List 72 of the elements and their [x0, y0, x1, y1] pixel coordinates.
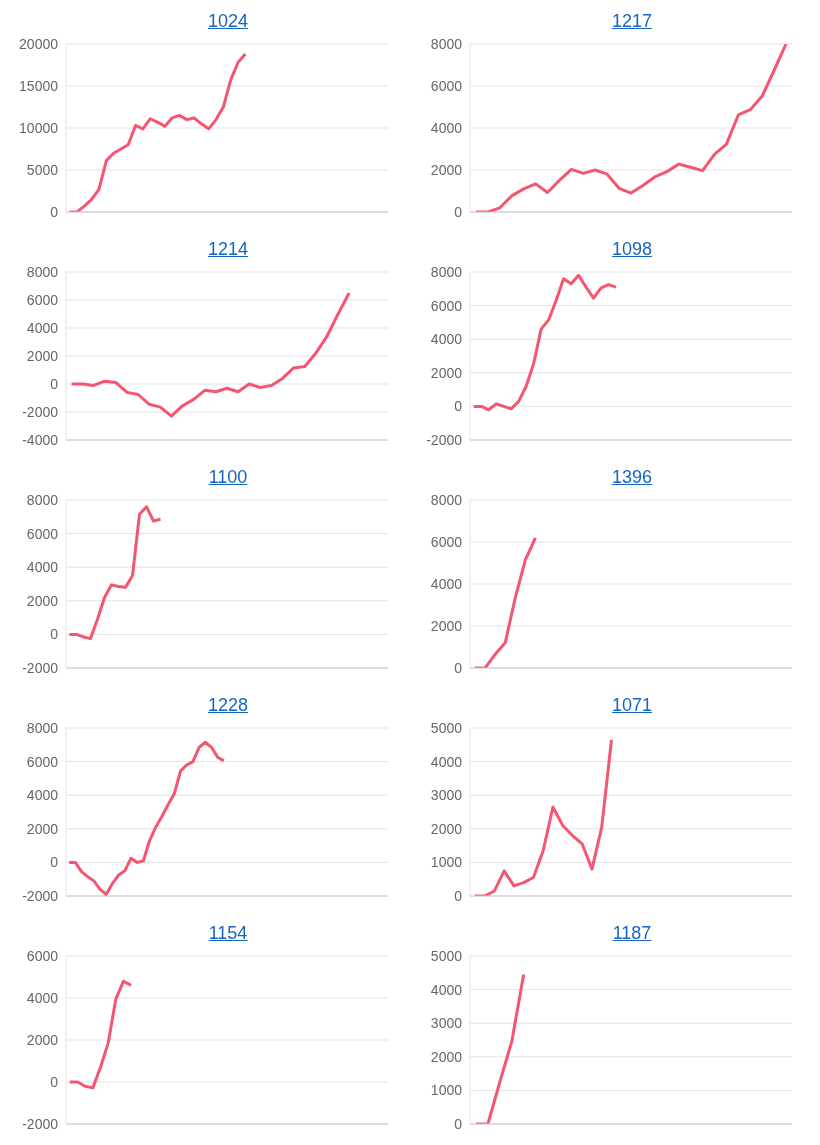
- y-tick-label: 6000: [430, 77, 463, 94]
- chart-title: 1154: [207, 922, 249, 945]
- chart-title: 1396: [610, 466, 653, 489]
- y-tick-label: 2000: [430, 820, 463, 837]
- y-tick-label: 0: [454, 1115, 463, 1132]
- line-series: [472, 273, 618, 412]
- y-tick-label: -2000: [22, 403, 59, 420]
- y-tick-label: 4000: [26, 559, 59, 576]
- y-tick-label: 2000: [26, 820, 59, 837]
- y-tick-label: -2000: [22, 887, 59, 904]
- chart-title: 1228: [206, 694, 249, 717]
- y-tick-label: 8000: [26, 491, 59, 508]
- y-tick-label: 8000: [26, 263, 59, 280]
- y-tick-label: 20000: [19, 35, 59, 52]
- y-tick-label: 6000: [26, 947, 59, 964]
- chart-title: 1024: [206, 10, 249, 33]
- y-tick-label: 0: [50, 854, 59, 871]
- y-tick-label: 2000: [430, 1048, 463, 1065]
- y-tick-label: 6000: [430, 533, 463, 550]
- y-tick-label: -4000: [22, 431, 59, 448]
- y-tick-label: 5000: [430, 947, 463, 964]
- y-tick-label: 5000: [26, 161, 59, 178]
- y-tick-label: 4000: [430, 753, 463, 770]
- y-tick-label: 0: [454, 203, 463, 220]
- line-series: [70, 291, 351, 418]
- y-tick-label: 2000: [430, 364, 463, 381]
- line-series: [68, 979, 133, 1090]
- y-tick-label: 8000: [26, 719, 59, 736]
- y-tick-label: 2000: [430, 617, 463, 634]
- y-tick-label: 10000: [19, 119, 59, 136]
- y-tick-label: 0: [50, 626, 59, 643]
- y-tick-label: 3000: [430, 787, 463, 804]
- y-tick-label: 4000: [430, 575, 463, 592]
- y-tick-label: 4000: [26, 989, 59, 1006]
- y-tick-label: 1000: [430, 854, 463, 871]
- y-tick-label: 4000: [430, 981, 463, 998]
- y-tick-label: 3000: [430, 1015, 463, 1032]
- y-tick-label: 4000: [26, 319, 59, 336]
- y-tick-label: -2000: [22, 1115, 59, 1132]
- y-tick-label: 4000: [430, 331, 463, 348]
- line-series: [68, 505, 162, 641]
- y-tick-label: 0: [50, 1073, 59, 1090]
- y-tick-label: 2000: [26, 592, 59, 609]
- chart-title: 1098: [610, 238, 653, 261]
- y-tick-label: 2000: [26, 1031, 59, 1048]
- y-tick-label: 1000: [430, 1082, 463, 1099]
- y-tick-label: 6000: [430, 297, 463, 314]
- y-tick-label: 6000: [26, 525, 59, 542]
- chart-title: 1071: [610, 694, 653, 717]
- y-tick-label: -2000: [426, 431, 463, 448]
- chart-title: 1100: [207, 466, 249, 489]
- y-tick-label: 6000: [26, 291, 59, 308]
- line-series: [67, 740, 226, 896]
- y-tick-label: 5000: [430, 719, 463, 736]
- y-tick-label: 2000: [430, 161, 463, 178]
- y-tick-label: 8000: [430, 491, 463, 508]
- y-tick-label: 4000: [430, 119, 463, 136]
- y-tick-label: 2000: [26, 347, 59, 364]
- y-tick-label: 0: [50, 203, 59, 220]
- y-tick-label: 8000: [430, 263, 463, 280]
- y-tick-label: -2000: [22, 659, 59, 676]
- chart-title: 1217: [610, 10, 653, 33]
- y-tick-label: 8000: [430, 35, 463, 52]
- y-tick-label: 0: [454, 887, 463, 904]
- y-tick-label: 4000: [26, 787, 59, 804]
- y-tick-label: 6000: [26, 753, 59, 770]
- chart-title: 1214: [206, 238, 249, 261]
- y-tick-label: 0: [50, 375, 59, 392]
- chart-title: 1187: [611, 922, 653, 945]
- y-tick-label: 0: [454, 398, 463, 415]
- y-tick-label: 0: [454, 659, 463, 676]
- y-tick-label: 15000: [19, 77, 59, 94]
